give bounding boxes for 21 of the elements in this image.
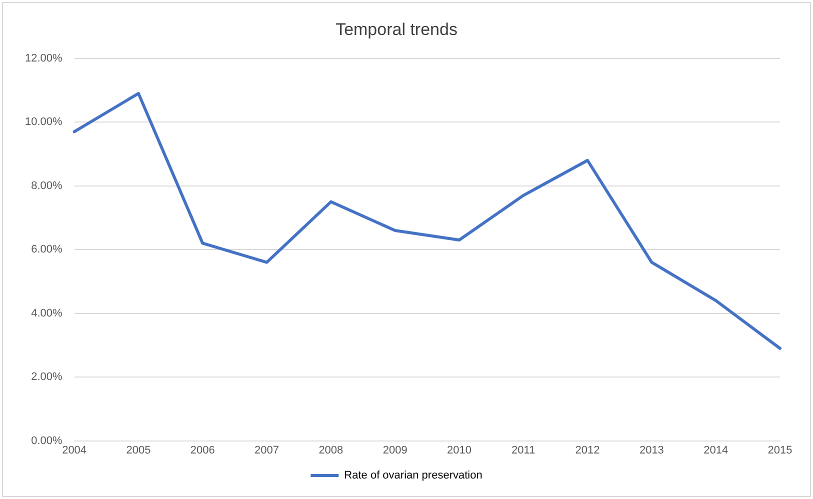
x-tick-label: 2009 (382, 444, 408, 456)
legend-label: Rate of ovarian preservation (344, 470, 482, 482)
x-tick-label: 2014 (704, 444, 728, 456)
x-tick-label: 2013 (639, 444, 664, 456)
x-tick-label: 2007 (254, 444, 280, 456)
y-tick-label: 8.00% (31, 180, 63, 192)
x-tick-label: 2012 (575, 444, 600, 456)
y-tick-label: 4.00% (31, 307, 63, 320)
x-tick-label: 2004 (62, 444, 87, 456)
x-tick-label: 2005 (126, 444, 151, 456)
x-tick-label: 2011 (512, 444, 536, 456)
y-tick-label: 0.00% (31, 434, 63, 447)
y-tick-label: 12.00% (24, 52, 63, 64)
x-tick-label: 2008 (318, 444, 344, 456)
y-tick-label: 6.00% (31, 244, 63, 256)
x-tick-label: 2006 (190, 444, 215, 456)
x-tick-label: 2015 (768, 444, 792, 456)
y-tick-label: 10.00% (24, 116, 63, 128)
chart-title: Temporal trends (336, 20, 458, 39)
y-tick-label: 2.00% (31, 371, 63, 384)
x-tick-label: 2010 (446, 444, 472, 456)
